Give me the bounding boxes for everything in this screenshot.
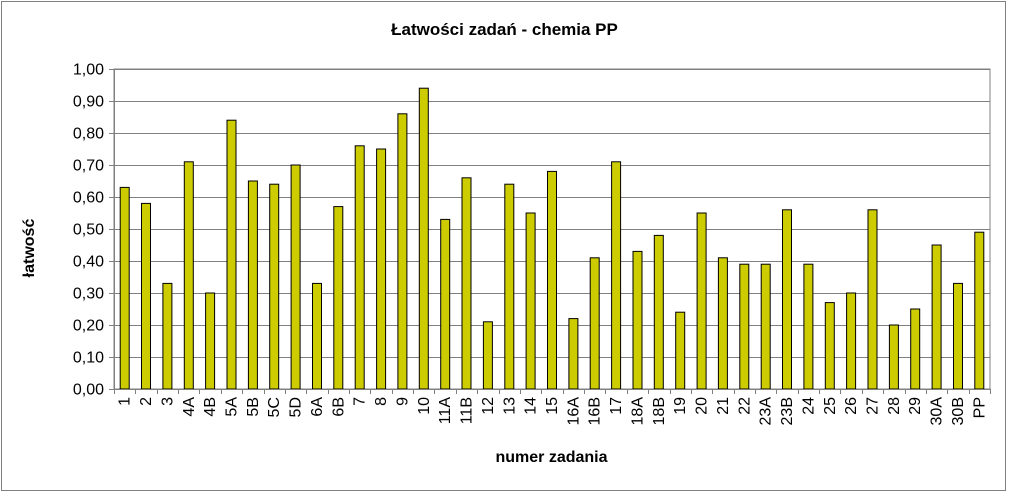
y-tick-label: 1,00	[73, 62, 104, 79]
bar-30A	[931, 244, 942, 390]
bar-PP	[974, 231, 985, 390]
x-tick-label: 5D	[288, 397, 305, 417]
x-tick-label: 13	[501, 397, 518, 415]
x-tick-label: 25	[822, 397, 839, 415]
x-tick-label: 15	[544, 397, 561, 415]
y-tick-label: 0,50	[73, 222, 104, 239]
x-tick-label: 23A	[758, 397, 775, 426]
bar-18A	[632, 250, 643, 390]
bar-26	[846, 292, 857, 390]
y-tick-label: 0,90	[73, 94, 104, 111]
bar-25	[824, 302, 835, 390]
x-tick-label: 29	[907, 397, 924, 415]
y-tick-label: 0,70	[73, 158, 104, 175]
bar-3	[162, 282, 173, 390]
chart-title: Łatwości zadań - chemia PP	[391, 20, 618, 39]
x-tick-label: 1	[117, 397, 134, 406]
x-tick-label: 17	[608, 397, 625, 415]
bar-20	[696, 212, 707, 390]
bar-14	[525, 212, 536, 390]
bar-23B	[782, 209, 792, 390]
bar-11B	[461, 177, 472, 390]
bar-6A	[312, 282, 322, 390]
x-tick-label: 18B	[651, 397, 668, 425]
bar-19	[675, 311, 686, 390]
x-tick-label: 30B	[950, 397, 967, 425]
x-tick-label: 2	[138, 397, 155, 406]
x-tick-label: 5A	[224, 397, 241, 417]
bar-4A	[183, 161, 194, 390]
bar-30B	[953, 282, 963, 390]
x-tick-label: 27	[865, 397, 882, 415]
bar-15	[547, 170, 557, 390]
bar-18B	[653, 234, 664, 390]
x-tick-label: 4B	[202, 397, 219, 417]
bar-5C	[269, 183, 280, 390]
x-tick-label: 11B	[459, 397, 476, 424]
x-tick-label: 6B	[330, 397, 347, 417]
x-tick-label: 5B	[245, 397, 262, 417]
x-tick-label: 9	[394, 397, 411, 406]
x-tick-label: PP	[971, 397, 988, 418]
y-tick-label: 0,00	[73, 382, 104, 399]
x-tick-label: 21	[715, 397, 732, 415]
x-tick-label: 23B	[779, 397, 796, 425]
x-tick-label: 11A	[437, 397, 454, 425]
x-tick-label: 5C	[266, 397, 283, 417]
x-tick-label: 4A	[181, 397, 198, 417]
x-tick-label: 16B	[587, 397, 604, 425]
x-tick-label: 7	[352, 397, 369, 406]
y-tick-label: 0,40	[73, 254, 104, 271]
bar-29	[910, 308, 921, 390]
bar-10	[418, 87, 429, 390]
x-tick-label: 3	[159, 397, 176, 406]
bar-21	[717, 257, 728, 390]
x-tick-label: 20	[694, 397, 711, 415]
bar-1	[119, 186, 130, 390]
y-tick-label: 0,10	[73, 350, 104, 367]
x-tick-label: 24	[800, 397, 817, 415]
y-tick-label: 0,80	[73, 126, 104, 143]
bar-27	[867, 209, 878, 390]
bar-5D	[290, 164, 301, 390]
x-tick-label: 16A	[565, 397, 582, 426]
x-tick-label: 22	[736, 397, 753, 415]
y-tick-label: 0,20	[73, 318, 104, 335]
bar-5B	[247, 180, 258, 390]
bar-17	[611, 161, 622, 390]
bar-8	[376, 148, 387, 390]
x-tick-label: 14	[523, 397, 540, 415]
x-tick-label: 19	[672, 397, 689, 415]
bar-28	[888, 324, 899, 390]
x-tick-label: 26	[843, 397, 860, 415]
x-tick-label: 30A	[929, 397, 946, 426]
y-tick-label: 0,30	[73, 286, 104, 303]
bar-2	[141, 202, 151, 390]
x-tick-label: 6A	[309, 397, 326, 417]
x-tick-label: 10	[416, 397, 433, 415]
bar-7	[354, 145, 365, 390]
x-tick-label: 12	[480, 397, 497, 415]
bar-23A	[760, 263, 771, 390]
bar-11A	[440, 218, 451, 390]
bar-13	[504, 183, 515, 390]
bar-16A	[568, 318, 579, 390]
bar-9	[397, 113, 408, 390]
bar-24	[803, 263, 814, 390]
bar-4B	[205, 292, 216, 390]
bar-6B	[333, 206, 344, 390]
x-tick-label: 8	[373, 397, 390, 406]
bar-16B	[589, 257, 600, 390]
x-tick-label: 28	[886, 397, 903, 415]
x-axis-label: numer zadania	[495, 449, 608, 466]
y-tick-label: 0,60	[73, 190, 104, 207]
x-tick-label: 18A	[630, 397, 647, 426]
bar-5A	[226, 119, 237, 390]
bar-12	[482, 321, 493, 390]
bar-22	[739, 263, 750, 390]
